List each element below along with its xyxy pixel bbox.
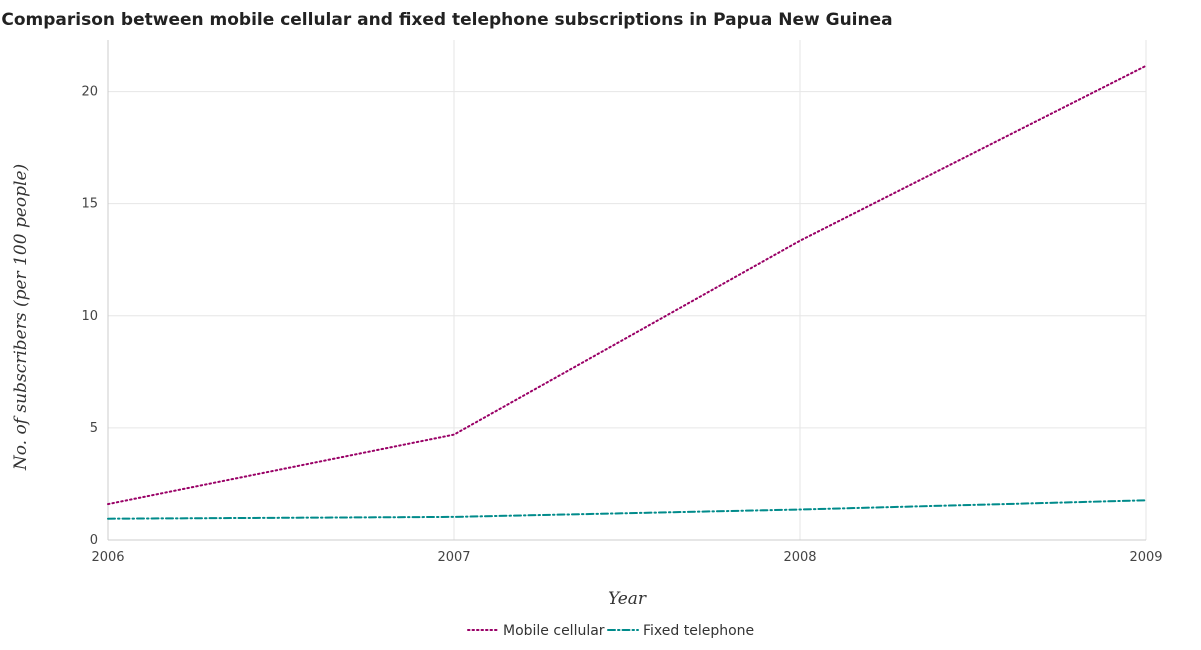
- y-tick-label: 20: [81, 85, 98, 100]
- y-tick-label: 0: [90, 533, 98, 548]
- legend-label-mobile-cellular: Mobile cellular: [503, 623, 605, 639]
- tick-layer: 2006 2007 2008 2009 0 5 10 15 20: [81, 85, 1162, 565]
- y-axis-label: No. of subscribers (per 100 people): [11, 164, 31, 471]
- grid: [107, 40, 1147, 541]
- chart-title: Comparison between mobile cellular and f…: [1, 10, 892, 30]
- y-tick-label: 5: [90, 421, 98, 436]
- x-axis-label: Year: [608, 589, 647, 609]
- series-line-fixed-telephone: [107, 499, 1147, 520]
- legend-label-fixed-telephone: Fixed telephone: [643, 623, 754, 639]
- series-layer: [107, 64, 1147, 520]
- x-tick-label: 2008: [783, 550, 816, 565]
- y-tick-label: 10: [81, 309, 98, 324]
- x-tick-label: 2006: [91, 550, 124, 565]
- x-tick-label: 2007: [437, 550, 470, 565]
- y-tick-label: 15: [81, 197, 98, 212]
- legend: Mobile cellular Fixed telephone: [467, 623, 754, 639]
- series-line-mobile-cellular: [107, 64, 1147, 506]
- x-tick-label: 2009: [1129, 550, 1162, 565]
- axes: [107, 40, 1146, 541]
